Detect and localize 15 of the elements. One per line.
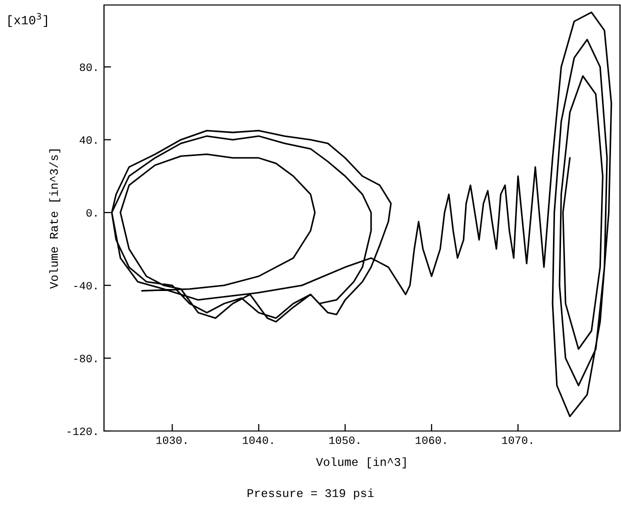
text: Pressure = 319 psi (248, 488, 374, 500)
text: [x10$^{3}$] (8, 13, 48, 27)
y-tick-label: 40. (80, 136, 96, 144)
y-tick-label: 0. (86, 209, 96, 217)
x-tick-label: 1040. (242, 436, 273, 444)
y-axis-title: Volume Rate [in^3/s] (49, 150, 60, 289)
y-tick-label: 80. (80, 63, 96, 72)
x-tick-label: 1060. (416, 436, 446, 444)
x-tick-label: 1030. (156, 436, 186, 444)
x-tick-label: 1070. (502, 436, 532, 444)
x-axis-title: Volume [in^3] (316, 457, 406, 468)
y-tick-label: -40. (74, 282, 96, 290)
y-tick-label: -120. (68, 428, 96, 436)
x-tick-label: 1050. (329, 436, 360, 444)
y-tick-label: -80. (74, 354, 96, 362)
